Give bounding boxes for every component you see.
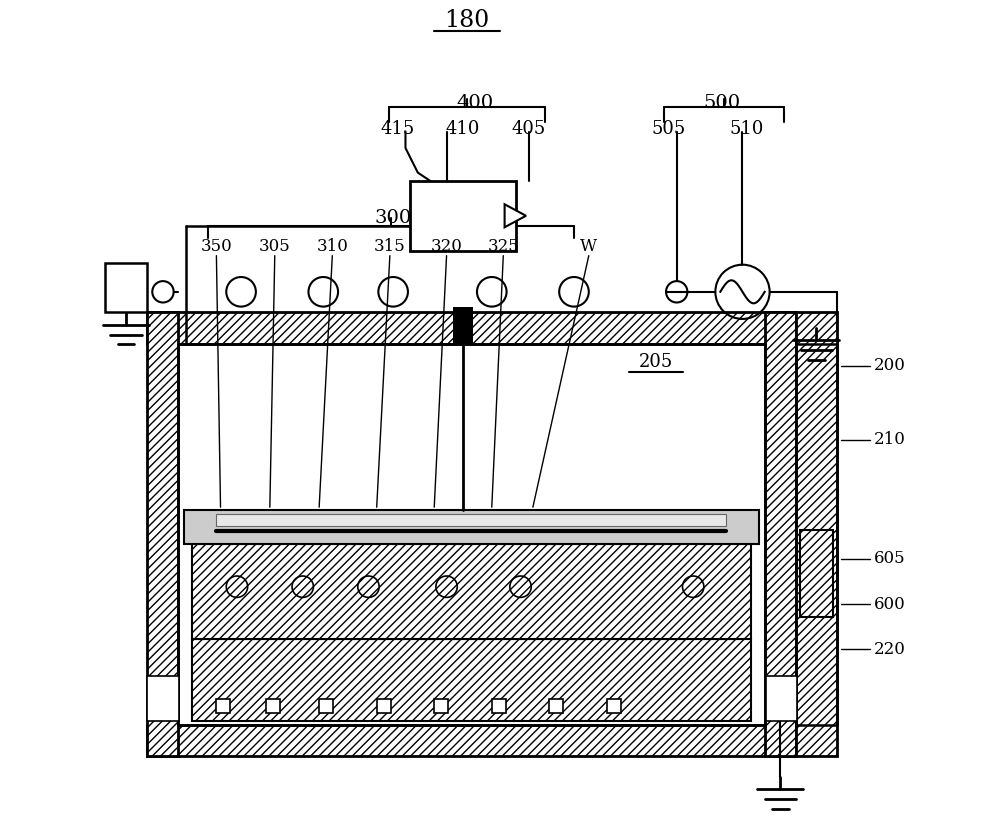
Bar xyxy=(319,699,333,713)
Text: 350: 350 xyxy=(201,238,232,255)
Bar xyxy=(184,510,759,544)
Text: 410: 410 xyxy=(446,120,480,138)
Bar xyxy=(549,699,563,713)
Bar xyxy=(216,699,230,713)
Text: 315: 315 xyxy=(374,238,406,255)
Bar xyxy=(184,510,759,544)
Bar xyxy=(765,312,796,756)
Bar xyxy=(492,699,506,713)
Text: 405: 405 xyxy=(512,120,546,138)
Bar xyxy=(410,181,516,251)
Text: 510: 510 xyxy=(729,120,764,138)
Text: 310: 310 xyxy=(316,238,348,255)
Text: 415: 415 xyxy=(380,120,414,138)
Bar xyxy=(147,312,178,756)
Bar xyxy=(800,530,833,616)
Bar xyxy=(192,639,751,721)
Text: 180: 180 xyxy=(444,9,490,32)
Text: 220: 220 xyxy=(874,641,906,658)
Text: W: W xyxy=(580,238,597,255)
Text: 325: 325 xyxy=(487,238,519,255)
Bar xyxy=(147,312,796,344)
Bar xyxy=(796,344,837,725)
Text: 320: 320 xyxy=(431,238,463,255)
Text: 210: 210 xyxy=(874,432,906,448)
Bar xyxy=(147,676,179,721)
Bar xyxy=(216,514,726,526)
Polygon shape xyxy=(505,205,526,228)
Bar xyxy=(377,699,391,713)
Text: 200: 200 xyxy=(874,358,906,374)
Text: 600: 600 xyxy=(874,596,906,612)
Bar xyxy=(434,699,448,713)
Bar xyxy=(453,307,473,345)
Bar xyxy=(266,699,280,713)
Bar xyxy=(796,312,837,756)
Bar xyxy=(192,544,751,639)
Text: 305: 305 xyxy=(259,238,291,255)
Text: 500: 500 xyxy=(703,94,741,112)
Text: 605: 605 xyxy=(874,551,906,567)
Bar xyxy=(607,699,621,713)
Text: 505: 505 xyxy=(651,120,686,138)
Text: 205: 205 xyxy=(639,353,673,371)
Bar xyxy=(178,344,765,725)
Bar xyxy=(184,510,759,544)
Text: 400: 400 xyxy=(457,94,494,112)
Text: 300: 300 xyxy=(375,209,412,227)
Bar xyxy=(766,676,797,721)
Bar xyxy=(105,263,147,312)
Bar xyxy=(147,725,796,756)
